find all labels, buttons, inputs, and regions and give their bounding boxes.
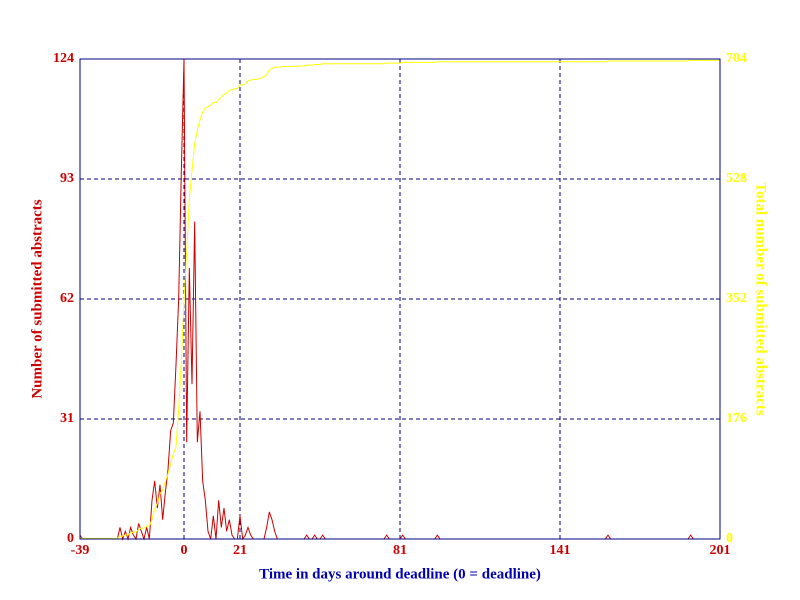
y2-tick-label: 352: [726, 291, 747, 306]
y2-tick-label: 0: [726, 531, 733, 546]
y-axis-title: Number of submitted abstracts: [29, 199, 45, 398]
series-line: [79, 58, 720, 541]
x-tick-label: 81: [393, 543, 407, 558]
x-axis-title: Time in days around deadline (0 = deadli…: [259, 566, 541, 582]
y2-tick-label: 704: [726, 51, 747, 66]
x-tick-label: 201: [710, 543, 731, 558]
marks: [79, 58, 720, 541]
y-tick-label: 93: [60, 171, 74, 186]
y-tick-label: 31: [60, 411, 74, 426]
y2-axis-title: Total number of submitted abstracts: [753, 182, 769, 416]
y-tick-label: 124: [53, 51, 74, 66]
y-tick-label: 62: [60, 291, 74, 306]
x-tick-label: 21: [233, 543, 247, 558]
x-tick-label: -39: [71, 543, 90, 558]
x-tick-label: 0: [181, 543, 188, 558]
y2-tick-label: 176: [726, 411, 747, 426]
y-tick-label: 0: [67, 531, 74, 546]
plot-frame: [79, 58, 721, 540]
y2-tick-label: 528: [726, 171, 747, 186]
x-tick-label: 141: [550, 543, 571, 558]
series-line: [80, 59, 720, 539]
